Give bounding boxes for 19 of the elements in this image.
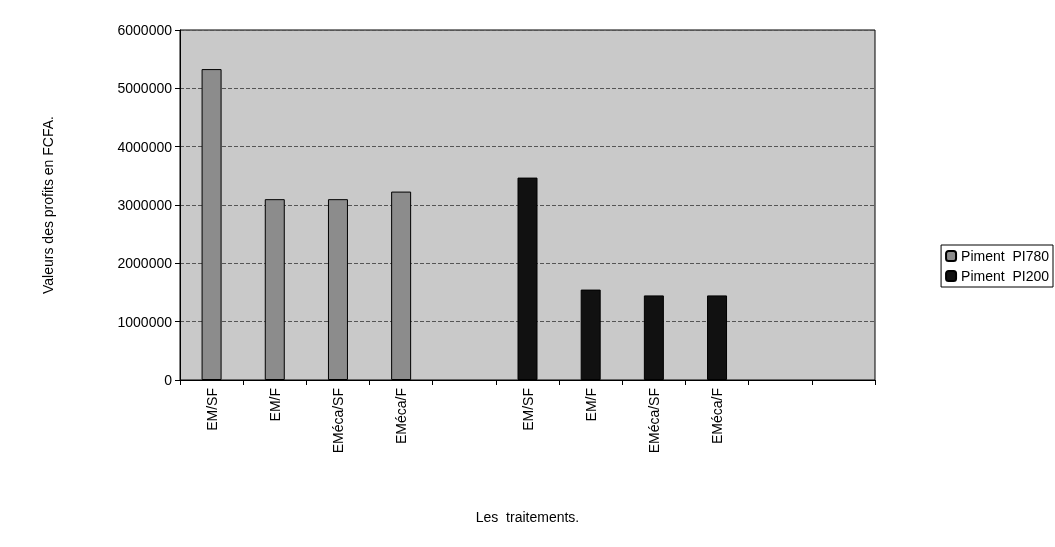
y-tick-label: 6000000	[117, 22, 173, 38]
y-tick-label: 2000000	[117, 255, 173, 272]
y-tick-label: 4000000	[117, 138, 173, 155]
x-tick-label: EMéca/F	[709, 388, 726, 445]
legend-label: Piment PI780	[961, 248, 1050, 264]
y-tick-label: 3000000	[117, 197, 173, 213]
x-tick-label: EM/F	[266, 388, 283, 422]
x-tick-label: EMéca/SF	[645, 388, 662, 454]
x-tick-label: EMéca/F	[393, 388, 410, 445]
y-tick-label: 1000000	[117, 313, 173, 330]
y-tick-label: 0	[164, 372, 173, 388]
x-tick-label: EMéca/SF	[329, 388, 346, 454]
x-tick-label: EM/F	[582, 388, 599, 422]
y-axis-title: Valeurs des profits en FCFA.	[40, 116, 56, 294]
x-tick-label: EM/SF	[203, 388, 220, 431]
y-tick-label: 5000000	[117, 80, 173, 97]
legend-label: Piment PI200	[961, 268, 1050, 284]
x-tick-label: EM/SF	[519, 388, 536, 431]
x-axis-title: Les traitements.	[475, 509, 580, 525]
